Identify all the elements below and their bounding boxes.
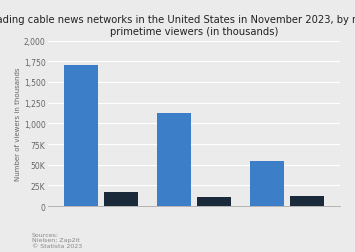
Bar [64, 66, 98, 206]
Bar [157, 113, 191, 206]
Title: Leading cable news networks in the United States in November 2023, by number of
: Leading cable news networks in the Unite… [0, 15, 355, 37]
Bar [250, 161, 284, 206]
Bar [197, 197, 231, 206]
Bar [104, 192, 138, 206]
Y-axis label: Number of viewers in thousands: Number of viewers in thousands [15, 67, 21, 180]
Text: Sources:
Nielsen; Zap2it
© Statista 2023: Sources: Nielsen; Zap2it © Statista 2023 [32, 232, 82, 248]
Bar [290, 197, 324, 206]
